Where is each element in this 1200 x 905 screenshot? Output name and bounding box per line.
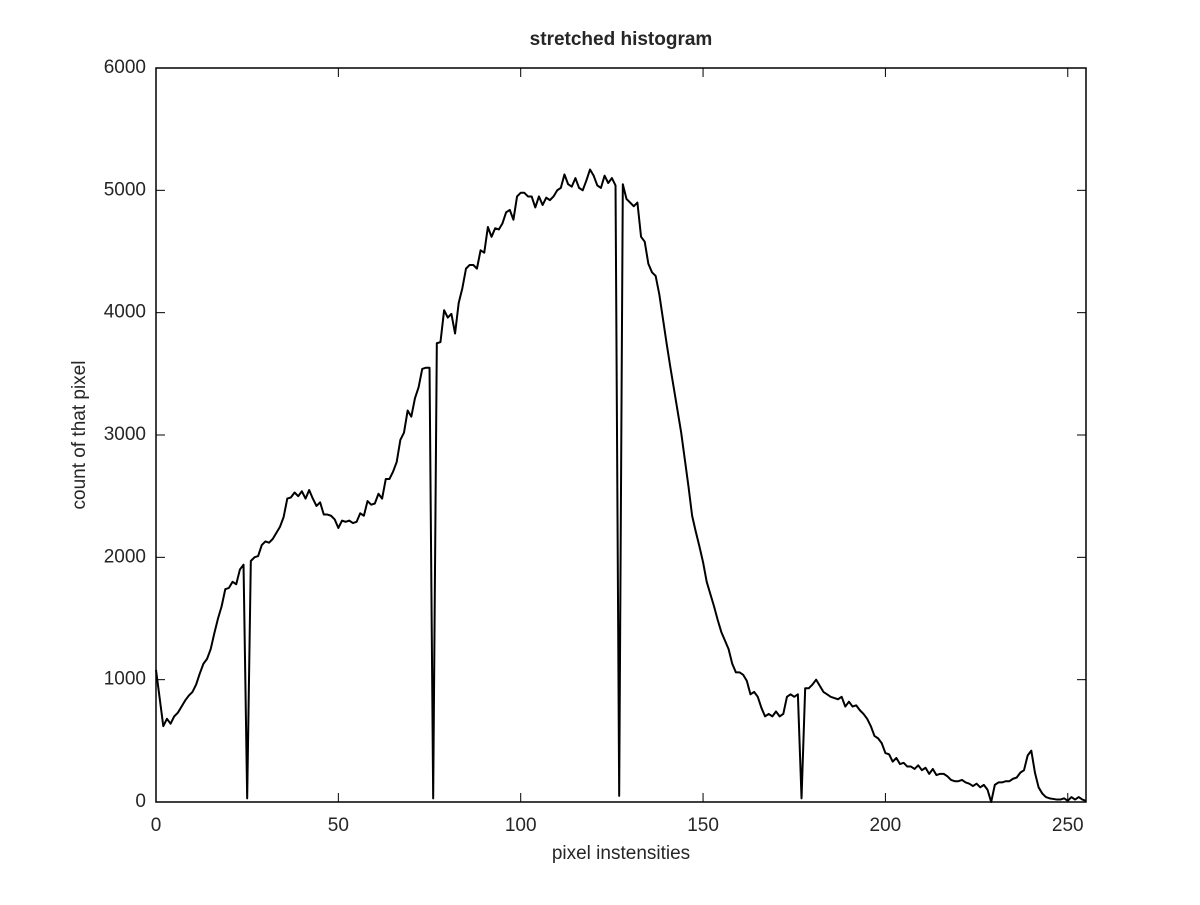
- x-tick-label: 200: [870, 815, 902, 836]
- y-tick-label: 6000: [104, 57, 146, 78]
- x-tick-label: 150: [687, 815, 719, 836]
- x-tick-label: 100: [505, 815, 537, 836]
- data-line: [155, 168, 1087, 803]
- x-tick-label: 250: [1052, 815, 1084, 836]
- y-tick-label: 4000: [104, 302, 146, 323]
- y-tick-label: 5000: [104, 179, 146, 200]
- y-tick-label: 3000: [104, 424, 146, 445]
- y-axis-label: count of that pixel: [69, 361, 90, 510]
- y-tick-label: 0: [135, 791, 146, 812]
- x-axis-label: pixel instensities: [552, 843, 690, 864]
- x-tick-label: 50: [328, 815, 349, 836]
- x-tick-label: 0: [151, 815, 162, 836]
- y-tick-label: 2000: [104, 546, 146, 567]
- chart-title: stretched histogram: [530, 29, 713, 50]
- y-tick-label: 1000: [104, 669, 146, 690]
